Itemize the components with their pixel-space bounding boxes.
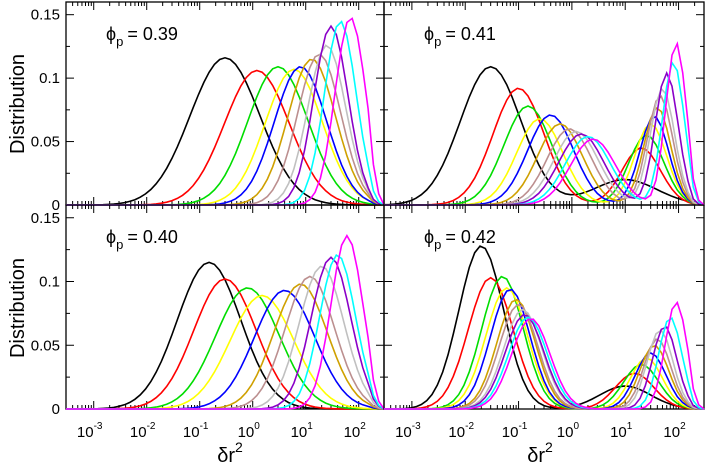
- y-tick-label: 0.1: [39, 274, 60, 291]
- series-line-magenta: [384, 300, 705, 410]
- phi-value: = 0.40: [127, 227, 178, 247]
- phi-subscript: p: [434, 237, 441, 252]
- y-tick-label: 0: [52, 401, 60, 418]
- x-tick-label: 101: [610, 421, 633, 441]
- x-tick-label: 10-1: [183, 421, 209, 441]
- panel-label: ϕp = 0.42: [424, 227, 496, 252]
- x-axis-title-exponent: 2: [235, 439, 243, 455]
- x-tick-label: 10-3: [395, 421, 421, 441]
- y-tick-label: 0.05: [31, 337, 60, 354]
- phi-symbol: ϕ: [106, 227, 116, 247]
- series-line-cyan: [66, 20, 385, 206]
- x-tick-exponent: 1: [307, 421, 313, 432]
- phi-subscript: p: [434, 34, 441, 49]
- x-tick-exponent: -1: [200, 421, 209, 432]
- series-line-red: [66, 278, 384, 410]
- y-tick-label: 0: [52, 197, 60, 214]
- x-tick-exponent: -2: [465, 421, 474, 432]
- x-tick-label: 100: [557, 421, 580, 441]
- phi-value: = 0.41: [445, 24, 496, 44]
- series-line-silver: [66, 265, 385, 410]
- x-tick-exponent: 0: [254, 421, 260, 432]
- x-tick-exponent: -3: [94, 421, 103, 432]
- x-tick-label: 102: [344, 421, 367, 441]
- x-tick-exponent: 1: [627, 421, 633, 432]
- phi-symbol: ϕ: [106, 24, 116, 44]
- y-tick-label: 0.1: [39, 70, 60, 87]
- x-tick-exponent: 0: [573, 421, 579, 432]
- series-line-magenta: [66, 17, 385, 206]
- panel-label: ϕp = 0.40: [106, 227, 178, 252]
- x-tick-label: 101: [291, 421, 314, 441]
- y-axis-title-bottom: Distribution: [7, 258, 29, 358]
- series-line-purple: [66, 24, 385, 206]
- phi-symbol: ϕ: [424, 227, 434, 247]
- y-axis-title-top: Distribution: [7, 54, 29, 154]
- series-line-black: [66, 56, 384, 206]
- panel-label: ϕp = 0.41: [424, 24, 496, 49]
- phi-value: = 0.39: [127, 24, 178, 44]
- y-tick-label: 0.15: [31, 7, 60, 24]
- series-line-gold: [66, 283, 385, 410]
- x-tick-exponent: -3: [412, 421, 421, 432]
- series-line-black: [384, 245, 705, 410]
- series-line-red: [66, 69, 384, 206]
- x-tick-exponent: -1: [518, 421, 527, 432]
- x-tick-label: 102: [663, 421, 686, 441]
- x-tick-exponent: -2: [147, 421, 156, 432]
- y-tick-label: 0.15: [31, 210, 60, 227]
- series-line-silver: [66, 44, 385, 206]
- x-tick-label: 100: [238, 421, 261, 441]
- x-axis-title: δr2: [527, 439, 553, 467]
- series-line-purple: [384, 70, 705, 206]
- panel-label: ϕp = 0.39: [106, 24, 178, 49]
- phi-subscript: p: [116, 34, 123, 49]
- phi-symbol: ϕ: [424, 24, 434, 44]
- phi-subscript: p: [116, 237, 123, 252]
- x-axis-title: δr2: [217, 439, 243, 467]
- panel-1: 0 0.05 0.1 0.15 ϕp = 0.39: [31, 1, 385, 214]
- phi-value: = 0.42: [445, 227, 496, 247]
- x-tick-label: 10-1: [502, 421, 528, 441]
- panel-2: ϕp = 0.41: [383, 1, 705, 206]
- x-tick-exponent: 2: [680, 421, 686, 432]
- x-axis-title-exponent: 2: [545, 439, 553, 455]
- y-tick-label: 0.05: [31, 134, 60, 151]
- x-tick-exponent: 2: [360, 421, 366, 432]
- series-line-magenta: [66, 233, 385, 410]
- x-tick-label: 10-2: [130, 421, 156, 441]
- x-tick-label: 10-3: [77, 421, 103, 441]
- x-tick-label: 10-2: [448, 421, 474, 441]
- series-line-red: [384, 276, 704, 410]
- x-axis-titles: δr2 δr2: [217, 439, 553, 467]
